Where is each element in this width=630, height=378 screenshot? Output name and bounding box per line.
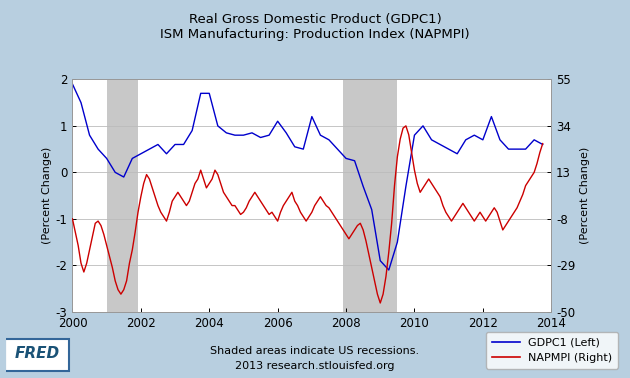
Y-axis label: (Percent Change): (Percent Change) bbox=[42, 147, 52, 244]
Legend: GDPC1 (Left), NAPMPI (Right): GDPC1 (Left), NAPMPI (Right) bbox=[486, 332, 618, 369]
Y-axis label: (Percent Change): (Percent Change) bbox=[580, 147, 590, 244]
Text: Shaded areas indicate US recessions.: Shaded areas indicate US recessions. bbox=[210, 346, 420, 356]
Bar bbox=[343, 79, 398, 312]
Text: 2013 research.stlouisfed.org: 2013 research.stlouisfed.org bbox=[235, 361, 395, 371]
FancyBboxPatch shape bbox=[4, 339, 69, 371]
Bar bbox=[106, 79, 138, 312]
Text: Real Gross Domestic Product (GDPC1): Real Gross Domestic Product (GDPC1) bbox=[188, 13, 442, 26]
Text: FRED: FRED bbox=[15, 346, 60, 361]
Text: ISM Manufacturing: Production Index (NAPMPI): ISM Manufacturing: Production Index (NAP… bbox=[160, 28, 470, 41]
